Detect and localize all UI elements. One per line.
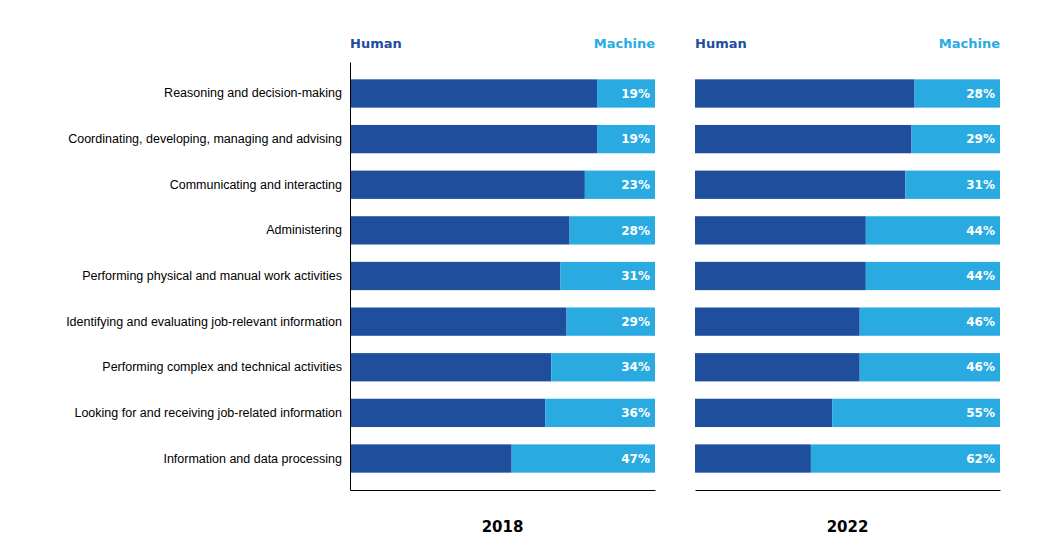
tick-label: Reasoning and decision-making <box>164 86 342 100</box>
data-label: 23% <box>621 178 650 192</box>
bar <box>350 171 585 199</box>
tick: Reasoning and decision-making <box>164 86 350 100</box>
bar <box>512 444 655 472</box>
bar <box>695 353 860 381</box>
tick-label: Communicating and interacting <box>170 178 342 192</box>
legend-entry: Human <box>350 36 402 51</box>
bar <box>350 307 567 335</box>
data-label: 19% <box>621 87 650 101</box>
bar <box>350 262 560 290</box>
bar <box>905 171 1000 199</box>
axis-line <box>351 490 656 491</box>
bar <box>350 79 597 107</box>
tick-label: Identifying and evaluating job-relevant … <box>66 315 342 329</box>
legend-entry: Human <box>695 36 747 51</box>
data-label: 31% <box>621 269 650 283</box>
bar <box>915 79 1000 107</box>
bar <box>695 444 811 472</box>
tick-label: Administering <box>266 223 342 237</box>
bar <box>811 444 1000 472</box>
legend: Human Machine <box>695 36 1000 51</box>
x-axis <box>696 490 1001 491</box>
tick: Performing complex and technical activit… <box>102 360 350 374</box>
tick: Performing physical and manual work acti… <box>82 269 350 283</box>
data-label: 46% <box>966 360 995 374</box>
data-label: 62% <box>966 452 995 466</box>
bar <box>350 125 597 153</box>
data-label: 44% <box>966 224 995 238</box>
chart: 19% 19% 23% 28% 31% 29% 34% 36% 47% Reasoning and… <box>0 0 1050 560</box>
bar <box>860 353 1000 381</box>
bar <box>860 307 1000 335</box>
bar <box>551 353 655 381</box>
tick-label: Performing complex and technical activit… <box>102 360 342 374</box>
bar <box>585 171 655 199</box>
data-label: 44% <box>966 269 995 283</box>
legend-entry: Machine <box>594 36 655 51</box>
bar <box>545 399 655 427</box>
tick-label: Information and data processing <box>163 452 342 466</box>
series <box>811 79 1000 472</box>
bar <box>695 79 915 107</box>
data-label: 28% <box>966 87 995 101</box>
title: 2018 <box>482 518 524 536</box>
data-label: 47% <box>621 452 650 466</box>
bar <box>866 216 1000 244</box>
legend: Human Machine <box>350 36 655 51</box>
panel: 28% 29% 31% 44% 44% 46% 46% 55% 62% Human Machine <box>695 36 1001 491</box>
bar <box>695 262 866 290</box>
x-axis <box>351 490 656 491</box>
bar <box>695 125 912 153</box>
bar <box>560 262 655 290</box>
series <box>512 79 655 472</box>
y-axis: Reasoning and decision-making Coordinatin… <box>66 63 350 491</box>
axis-line <box>696 490 1001 491</box>
bar <box>350 444 512 472</box>
data-label: 46% <box>966 315 995 329</box>
bar <box>597 125 655 153</box>
data-label: 19% <box>621 132 650 146</box>
data-label: 34% <box>621 360 650 374</box>
tick: Information and data processing <box>163 452 350 466</box>
tick: Looking for and receiving job-related in… <box>74 406 350 420</box>
bars <box>695 79 1000 472</box>
data-labels: 28% 29% 31% 44% 44% 46% 46% 55% 62% <box>966 87 995 466</box>
data-label: 36% <box>621 406 650 420</box>
axis-line <box>350 63 351 491</box>
bar <box>695 171 905 199</box>
title: 2022 <box>827 518 869 536</box>
bar <box>695 307 860 335</box>
bars <box>350 79 655 472</box>
data-label: 55% <box>966 406 995 420</box>
bar <box>350 399 545 427</box>
bar <box>567 307 655 335</box>
tick-label: Looking for and receiving job-related in… <box>74 406 342 420</box>
tick-label: Performing physical and manual work acti… <box>82 269 342 283</box>
tick: Communicating and interacting <box>170 178 350 192</box>
tick: Identifying and evaluating job-relevant … <box>66 315 350 329</box>
bar <box>350 216 570 244</box>
bar <box>597 79 655 107</box>
legend-entry: Machine <box>939 36 1000 51</box>
data-label: 29% <box>966 132 995 146</box>
bar <box>695 216 866 244</box>
data-label: 31% <box>966 178 995 192</box>
bar <box>912 125 1000 153</box>
panel: 19% 19% 23% 28% 31% 29% 34% 36% 47% Reasoning and… <box>66 36 655 491</box>
bar <box>695 399 832 427</box>
bar <box>832 399 1000 427</box>
data-labels: 19% 19% 23% 28% 31% 29% 34% 36% 47% <box>621 87 650 466</box>
data-label: 28% <box>621 224 650 238</box>
tick: Administering <box>266 223 350 237</box>
bar <box>570 216 655 244</box>
bar <box>866 262 1000 290</box>
tick-label: Coordinating, developing, managing and a… <box>68 132 342 146</box>
data-label: 29% <box>621 315 650 329</box>
tick: Coordinating, developing, managing and a… <box>68 132 350 146</box>
bar <box>350 353 551 381</box>
